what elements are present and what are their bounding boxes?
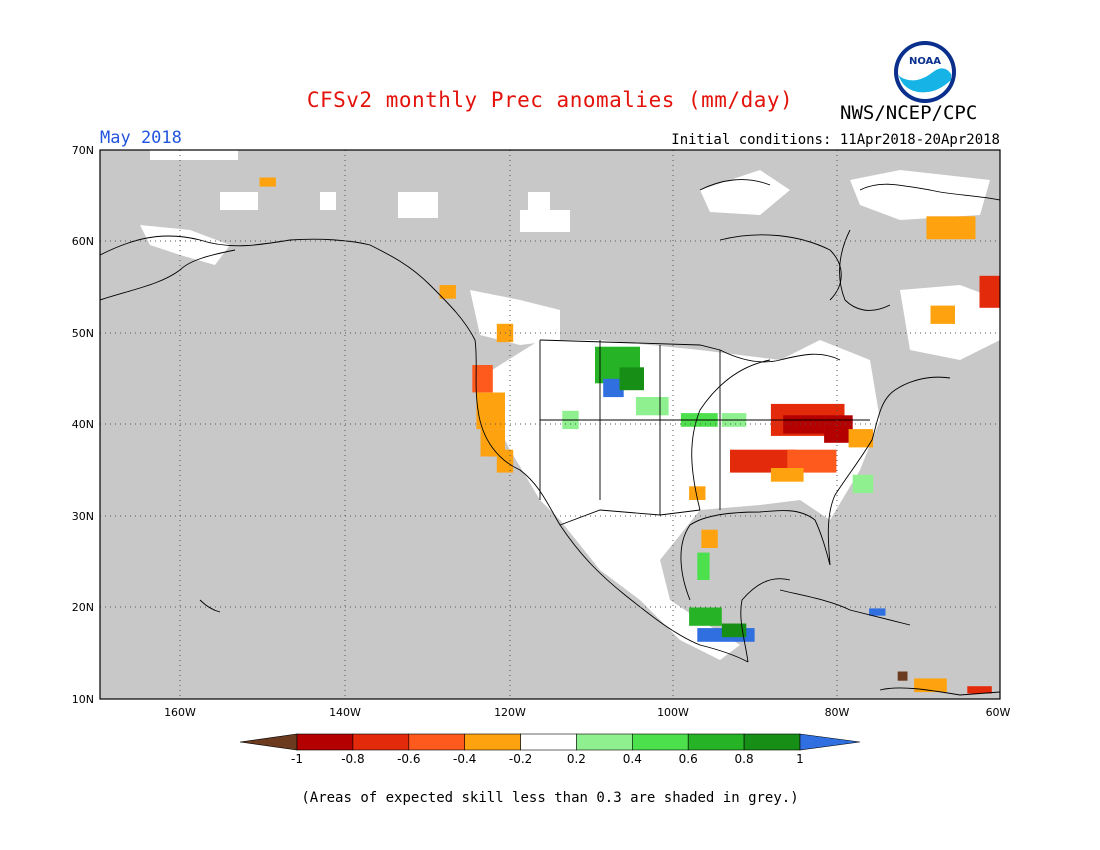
anomaly-patch xyxy=(476,392,505,430)
lon-label-120w: 120W xyxy=(494,706,526,719)
lon-label-80w: 80W xyxy=(825,706,850,719)
lon-label-100w: 100W xyxy=(657,706,689,719)
anomaly-patch xyxy=(930,305,955,324)
colorbar-label: -0.8 xyxy=(341,752,364,766)
anomaly-patch xyxy=(259,177,276,187)
anomaly-patch xyxy=(848,429,874,448)
forecast-month: May 2018 xyxy=(100,128,182,148)
snow-patch-3 xyxy=(520,210,570,232)
colorbar-label: 0.8 xyxy=(735,752,754,766)
anomaly-patch xyxy=(869,608,886,616)
anomaly-patch xyxy=(697,552,710,580)
anomaly-patch xyxy=(824,415,853,443)
anomaly-patch xyxy=(689,607,722,626)
anomaly-patch xyxy=(472,365,493,393)
land-arctic-island-2 xyxy=(850,170,990,220)
land-arctic-island-1 xyxy=(700,170,790,215)
colorbar-labels: -1 -0.8 -0.6 -0.4 -0.2 0.2 0.4 0.6 0.8 1 xyxy=(291,752,804,766)
snow-patch-4 xyxy=(150,150,238,160)
colorbar-label: -1 xyxy=(291,752,303,766)
lon-labels: 160W 140W 120W 100W 80W 60W xyxy=(164,706,1010,719)
colorbar-cell xyxy=(296,733,354,751)
colorbar-low-arrow xyxy=(239,733,298,751)
map-frame xyxy=(99,149,1001,700)
colorbar-cell xyxy=(464,733,521,751)
lat-labels: 70N 60N 50N 40N 30N 20N 10N xyxy=(72,144,94,706)
colorbar-cells xyxy=(296,733,801,751)
anomaly-patch xyxy=(701,529,718,548)
colorbar-cell xyxy=(743,733,801,751)
colorbar-label: 0.6 xyxy=(679,752,698,766)
colorbar-cell xyxy=(352,733,410,751)
colorbar-label: 1 xyxy=(796,752,804,766)
colorbar-label: -0.6 xyxy=(397,752,420,766)
colorbar-cell xyxy=(687,733,745,751)
lat-label-30n: 30N xyxy=(72,510,94,523)
snow-patch-5 xyxy=(528,192,550,210)
anomaly-patch xyxy=(619,367,644,391)
organization-label: NWS/NCEP/CPC xyxy=(840,102,978,124)
anomaly-patch xyxy=(852,474,874,494)
colorbar-cell xyxy=(576,733,633,751)
colorbar-cell xyxy=(631,733,689,751)
lat-label-70n: 70N xyxy=(72,144,94,157)
colorbar-label: -0.2 xyxy=(509,752,532,766)
colorbar-cell xyxy=(520,733,577,751)
anomaly-patch xyxy=(770,468,804,482)
lon-label-60w: 60W xyxy=(986,706,1011,719)
anomaly-patch xyxy=(787,449,837,473)
lat-label-60n: 60N xyxy=(72,235,94,248)
grid-lines xyxy=(100,150,1000,699)
anomaly-patch xyxy=(603,378,624,398)
svg-text:NOAA: NOAA xyxy=(909,56,941,67)
coastlines xyxy=(100,179,1000,696)
colorbar-cell xyxy=(408,733,465,751)
anomaly-patch xyxy=(730,449,796,473)
anomaly-layer xyxy=(259,177,1000,694)
snow-patch-1 xyxy=(220,192,258,210)
snow-patch-2 xyxy=(398,192,438,218)
colorbar: -1 -0.8 -0.6 -0.4 -0.2 0.2 0.4 0.6 0.8 1 xyxy=(239,733,861,766)
noaa-logo: NOAA xyxy=(894,41,956,103)
skill-footnote: (Areas of expected skill less than 0.3 a… xyxy=(301,790,799,806)
anomaly-patch xyxy=(979,275,1000,308)
anomaly-patch xyxy=(897,671,908,681)
anomaly-patch xyxy=(439,285,456,299)
initial-conditions: Initial conditions: 11Apr2018-20Apr2018 xyxy=(671,132,1000,148)
colorbar-label: 0.2 xyxy=(567,752,586,766)
map-layer xyxy=(100,150,1000,696)
land-northwest xyxy=(470,290,560,345)
colorbar-label: -0.4 xyxy=(453,752,476,766)
lat-label-40n: 40N xyxy=(72,418,94,431)
lat-label-50n: 50N xyxy=(72,327,94,340)
anomaly-patch xyxy=(783,415,825,434)
anomaly-patch xyxy=(926,216,976,240)
colorbar-label: 0.4 xyxy=(623,752,642,766)
anomaly-patch xyxy=(635,397,669,416)
lat-label-10n: 10N xyxy=(72,693,94,706)
anomaly-patch xyxy=(689,486,706,500)
chart-title: CFSv2 monthly Prec anomalies (mm/day) xyxy=(306,88,794,112)
anomaly-patch xyxy=(967,686,992,694)
anomaly-patch xyxy=(721,623,747,638)
land-alaska-patch xyxy=(140,225,230,265)
lat-label-20n: 20N xyxy=(72,601,94,614)
lon-label-140w: 140W xyxy=(329,706,361,719)
snow-patch-6 xyxy=(320,192,336,210)
lon-label-160w: 160W xyxy=(164,706,196,719)
anomaly-patch xyxy=(914,678,947,693)
colorbar-high-arrow xyxy=(799,733,861,751)
